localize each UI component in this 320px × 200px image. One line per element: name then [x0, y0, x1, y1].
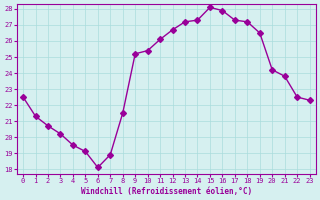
X-axis label: Windchill (Refroidissement éolien,°C): Windchill (Refroidissement éolien,°C)	[81, 187, 252, 196]
